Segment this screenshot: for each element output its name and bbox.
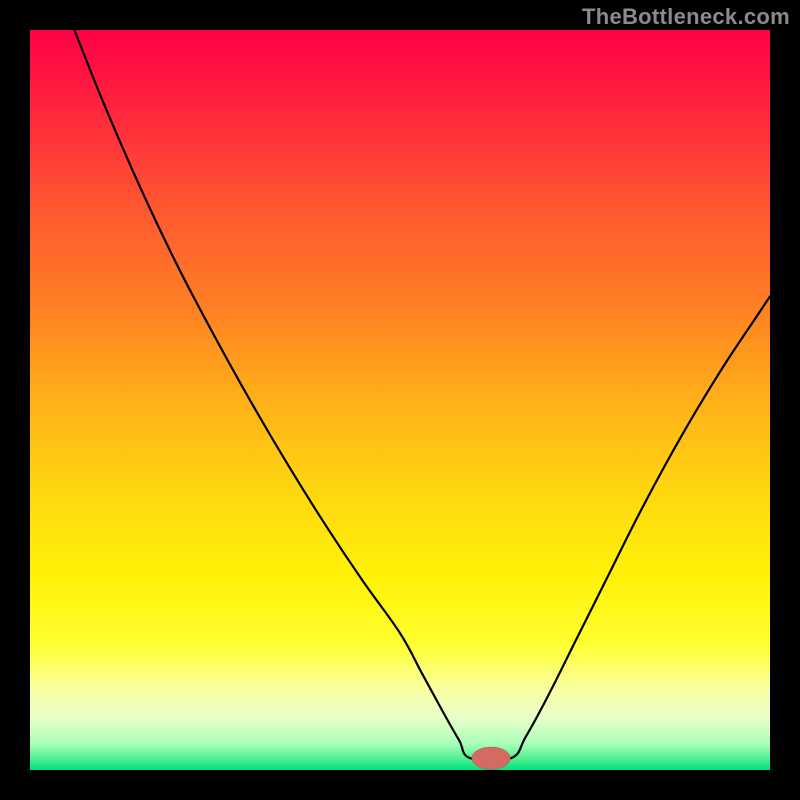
plot-svg — [30, 30, 770, 770]
plot-area — [30, 30, 770, 770]
gradient-background — [30, 30, 770, 770]
chart-frame: TheBottleneck.com — [0, 0, 800, 800]
watermark-text: TheBottleneck.com — [582, 4, 790, 30]
optimal-marker — [472, 747, 510, 769]
